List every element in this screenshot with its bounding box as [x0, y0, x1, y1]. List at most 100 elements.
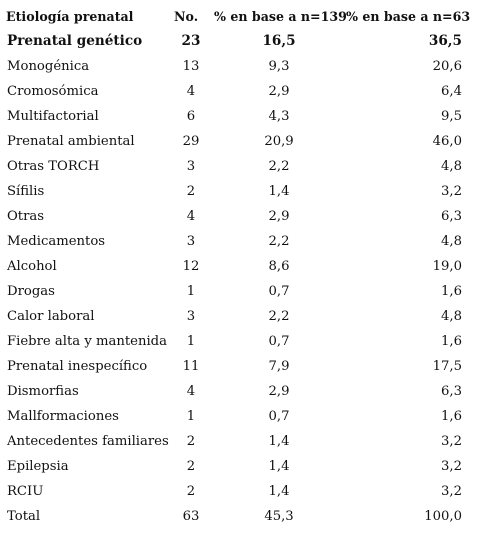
- row-label: Fiebre alta y mantenida: [7, 334, 167, 349]
- row-count: 4: [186, 84, 196, 99]
- table-row: Prenatal inespecífico 11 7,9 17,5: [6, 354, 472, 379]
- row-label: Alcohol: [7, 259, 57, 274]
- table-row: Epilepsia 2 1,4 3,2: [6, 454, 472, 479]
- row-pct-63: 3,2: [441, 434, 462, 449]
- row-pct-139: 2,2: [268, 234, 290, 249]
- row-pct-63: 100,0: [424, 509, 462, 524]
- row-pct-139: 2,2: [268, 309, 290, 324]
- row-label: Cromosómica: [7, 84, 99, 99]
- table-row: Sífilis 2 1,4 3,2: [6, 179, 472, 204]
- table-row: Medicamentos 3 2,2 4,8: [6, 229, 472, 254]
- row-label: Dismorfias: [7, 384, 79, 399]
- row-pct-63: 36,5: [428, 33, 462, 49]
- header-pct-63: % en base a n=63: [346, 9, 471, 24]
- row-pct-63: 1,6: [441, 334, 462, 349]
- row-label: Drogas: [7, 284, 55, 299]
- row-pct-139: 1,4: [268, 484, 290, 499]
- row-label: Multifactorial: [7, 109, 99, 124]
- table-row: Total 63 45,3 100,0: [6, 504, 472, 529]
- row-pct-139: 45,3: [264, 509, 294, 524]
- row-count: 3: [186, 159, 196, 174]
- row-count: 2: [186, 484, 196, 499]
- row-count: 6: [186, 109, 196, 124]
- table-row: Multifactorial 6 4,3 9,5: [6, 104, 472, 129]
- row-label: Calor laboral: [7, 309, 95, 324]
- row-pct-63: 6,3: [441, 384, 462, 399]
- row-label: Otras TORCH: [7, 159, 100, 174]
- row-count: 4: [186, 209, 196, 224]
- row-pct-139: 2,9: [268, 84, 290, 99]
- table-row: Antecedentes familiares 2 1,4 3,2: [6, 429, 472, 454]
- header-no: No.: [174, 9, 199, 24]
- row-pct-139: 2,9: [268, 384, 290, 399]
- row-pct-63: 17,5: [432, 359, 462, 374]
- table-header-row: Etiología prenatal No. % en base a n=139…: [6, 4, 472, 29]
- header-etiologia: Etiología prenatal: [6, 9, 134, 24]
- row-count: 1: [186, 284, 196, 299]
- row-count: 29: [182, 134, 200, 149]
- row-count: 1: [186, 334, 196, 349]
- header-pct-139: % en base a n=139: [214, 9, 347, 24]
- table-row: Dismorfias 4 2,9 6,3: [6, 379, 472, 404]
- row-pct-139: 2,2: [268, 159, 290, 174]
- row-pct-63: 3,2: [441, 484, 462, 499]
- row-pct-139: 20,9: [264, 134, 294, 149]
- row-label: Antecedentes familiares: [7, 434, 169, 449]
- row-count: 23: [181, 33, 201, 49]
- table-row: Calor laboral 3 2,2 4,8: [6, 304, 472, 329]
- row-pct-139: 1,4: [268, 459, 290, 474]
- table-row: Prenatal ambiental 29 20,9 46,0: [6, 129, 472, 154]
- row-label: Sífilis: [7, 184, 45, 199]
- table-body: Prenatal genético 23 16,5 36,5 Monogénica 13 9…: [6, 29, 472, 529]
- table-row: Otras 4 2,9 6,3: [6, 204, 472, 229]
- row-pct-63: 3,2: [441, 184, 462, 199]
- row-pct-139: 4,3: [268, 109, 290, 124]
- row-pct-139: 0,7: [268, 409, 290, 424]
- row-label: Total: [7, 509, 41, 524]
- row-count: 12: [182, 259, 200, 274]
- row-pct-139: 7,9: [268, 359, 290, 374]
- row-pct-63: 1,6: [441, 284, 462, 299]
- row-count: 2: [186, 459, 196, 474]
- row-pct-139: 2,9: [268, 209, 290, 224]
- row-label: RCIU: [7, 484, 44, 499]
- row-count: 2: [186, 184, 196, 199]
- table-row: Otras TORCH 3 2,2 4,8: [6, 154, 472, 179]
- row-pct-63: 3,2: [441, 459, 462, 474]
- row-pct-139: 1,4: [268, 434, 290, 449]
- row-label: Mallformaciones: [7, 409, 119, 424]
- row-count: 13: [182, 59, 200, 74]
- row-label: Prenatal genético: [7, 33, 143, 49]
- row-pct-63: 6,4: [441, 84, 462, 99]
- row-pct-139: 8,6: [268, 259, 290, 274]
- row-pct-139: 9,3: [268, 59, 290, 74]
- row-pct-139: 1,4: [268, 184, 290, 199]
- row-pct-63: 20,6: [432, 59, 462, 74]
- table-row: Cromosómica 4 2,9 6,4: [6, 79, 472, 104]
- row-pct-63: 9,5: [441, 109, 462, 124]
- row-pct-139: 0,7: [268, 284, 290, 299]
- row-pct-63: 4,8: [441, 234, 462, 249]
- row-count: 11: [182, 359, 200, 374]
- row-count: 1: [186, 409, 196, 424]
- row-label: Medicamentos: [7, 234, 106, 249]
- row-count: 3: [186, 234, 196, 249]
- etiology-table: Etiología prenatal No. % en base a n=139…: [6, 4, 472, 529]
- row-pct-63: 46,0: [432, 134, 462, 149]
- row-label: Epilepsia: [7, 459, 69, 474]
- row-label: Otras: [7, 209, 45, 224]
- row-pct-63: 6,3: [441, 209, 462, 224]
- row-pct-139: 0,7: [268, 334, 290, 349]
- row-count: 4: [186, 384, 196, 399]
- row-count: 2: [186, 434, 196, 449]
- row-pct-63: 19,0: [432, 259, 462, 274]
- row-label: Prenatal inespecífico: [7, 359, 148, 374]
- table-row: Alcohol 12 8,6 19,0: [6, 254, 472, 279]
- table-row: Fiebre alta y mantenida 1 0,7 1,6: [6, 329, 472, 354]
- table-row: Mallformaciones 1 0,7 1,6: [6, 404, 472, 429]
- row-pct-139: 16,5: [262, 33, 296, 49]
- row-pct-63: 4,8: [441, 309, 462, 324]
- table-row: Prenatal genético 23 16,5 36,5: [6, 29, 472, 54]
- row-pct-63: 4,8: [441, 159, 462, 174]
